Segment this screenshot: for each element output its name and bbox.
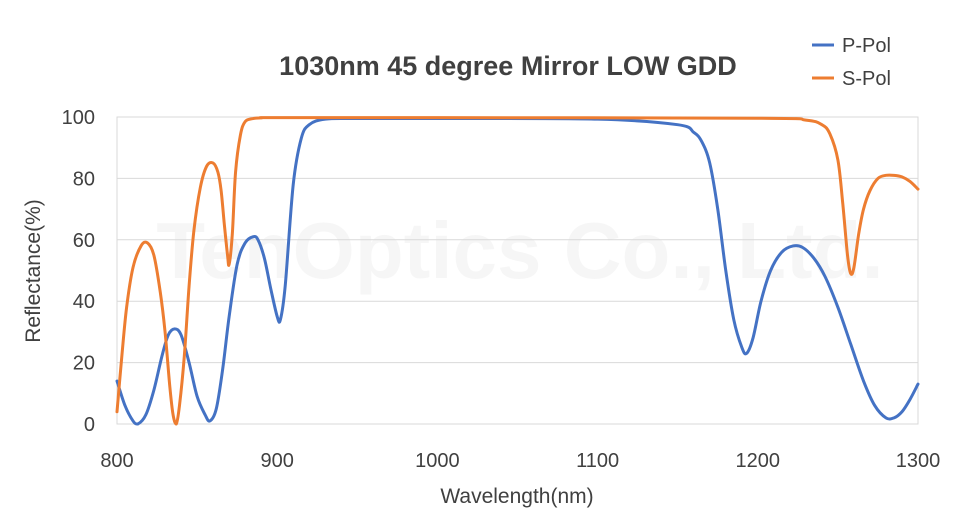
- y-tick-label: 40: [73, 291, 95, 313]
- x-tick-label: 900: [261, 450, 294, 472]
- y-tick-label: 0: [84, 414, 95, 436]
- x-axis-label: Wavelength(nm): [440, 485, 593, 508]
- x-tick-label: 1100: [576, 450, 619, 472]
- series-lines: [115, 116, 920, 426]
- y-tick-label: 100: [62, 107, 95, 129]
- y-axis-label: Reflectance(%): [22, 199, 45, 343]
- y-tick-label: 80: [73, 168, 95, 190]
- legend-label-p-pol: P-Pol: [842, 35, 891, 57]
- x-tick-label: 800: [100, 450, 133, 472]
- x-tick-label: 1000: [415, 450, 460, 472]
- x-tick-label: 1200: [736, 450, 781, 472]
- tick-labels: 0 20 40 60 80 100 800 900 1000 1100 1200 1300: [62, 107, 941, 472]
- legend-label-s-pol: S-Pol: [842, 68, 891, 90]
- watermark: TenOptics Co., Ltd.: [156, 206, 883, 295]
- chart-title: 1030nm 45 degree Mirror LOW GDD: [279, 51, 737, 81]
- legend: P-Pol S-Pol: [812, 35, 891, 90]
- x-tick-label: 1300: [896, 450, 941, 472]
- y-tick-label: 20: [73, 353, 95, 375]
- series-line-s-pol: [115, 116, 920, 426]
- y-tick-label: 60: [73, 230, 95, 252]
